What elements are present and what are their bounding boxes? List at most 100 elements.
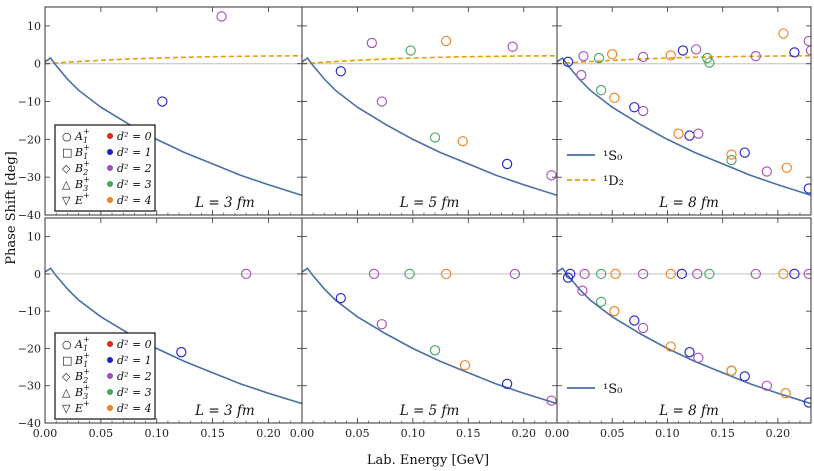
irrep-label: B1+ <box>74 143 90 161</box>
irrep-sup: + <box>83 351 90 360</box>
x-tick-label: 0.15 <box>710 427 735 440</box>
irrep-label: B3+ <box>74 175 90 193</box>
data-point <box>684 130 695 141</box>
x-tick-label: 0.05 <box>600 427 625 440</box>
irrep-label: B2+ <box>74 159 90 177</box>
irrep-symbol: ▽ <box>62 194 71 207</box>
d2-dot <box>107 341 113 347</box>
panel-label: L = 8 fm <box>658 403 719 419</box>
y-tick-label: 10 <box>27 20 41 33</box>
data-point <box>692 268 703 280</box>
curve-1S0 <box>45 57 302 197</box>
legend-box <box>54 332 156 420</box>
y-tick-label: −20 <box>18 133 41 146</box>
data-point <box>739 371 750 382</box>
wave-legend: ¹S₀ ¹D₂ <box>567 149 624 189</box>
d2-dot <box>107 357 113 363</box>
irrep-sup: + <box>83 367 90 376</box>
data-point <box>610 268 621 280</box>
irrep-sub: 1 <box>83 152 88 161</box>
data-point <box>778 268 789 280</box>
data-point <box>596 296 607 308</box>
panel-plot-area <box>45 11 302 197</box>
data-point <box>216 11 227 22</box>
x-tick-label: 0.10 <box>401 427 426 440</box>
legend-box <box>54 124 156 212</box>
data-point <box>789 268 800 280</box>
irrep-symbol: △ <box>62 178 71 191</box>
data-point <box>607 49 618 60</box>
data-point <box>577 285 588 296</box>
y-axis-label: Phase Shift [deg] <box>4 151 19 264</box>
x-axis-label: Lab. Energy [GeV] <box>367 453 489 468</box>
y-tick-label: −30 <box>18 380 41 393</box>
data-point <box>704 268 715 280</box>
irrep-label: B2+ <box>74 367 90 385</box>
irrep-label: B1+ <box>74 351 90 369</box>
data-point <box>376 319 387 330</box>
panels-layer: 100−10−20−30−40L = 3 fm○ A1+ d² = 0□ B1+ d² … <box>18 6 812 440</box>
data-point <box>546 395 557 406</box>
data-point <box>459 360 471 371</box>
data-point <box>578 51 589 62</box>
data-point <box>739 147 750 158</box>
irrep-sub: 1 <box>83 136 88 145</box>
data-point <box>335 292 346 304</box>
data-point <box>629 315 640 326</box>
d2-label: d² = 3 <box>117 178 152 191</box>
data-point <box>629 102 640 113</box>
irrep-symbol: ▽ <box>62 402 71 415</box>
data-point <box>693 352 704 363</box>
data-point <box>750 51 761 62</box>
x-tick-label: 0.20 <box>511 427 536 440</box>
d2-dot <box>107 165 113 171</box>
data-point <box>803 183 811 194</box>
data-point <box>440 35 452 47</box>
data-point <box>761 380 772 391</box>
d2-dot <box>107 389 113 395</box>
irrep-sup: + <box>83 127 90 136</box>
data-point <box>750 268 761 280</box>
wave-legend-label: ¹S₀ <box>603 149 622 164</box>
data-point <box>368 268 380 280</box>
y-tick-label: 0 <box>34 58 41 71</box>
data-point <box>405 45 416 56</box>
d2-dot <box>107 133 113 139</box>
data-point <box>376 96 387 107</box>
x-tick-label: 0.20 <box>766 427 791 440</box>
data-point <box>509 268 521 280</box>
data-point <box>637 105 649 117</box>
data-point <box>677 45 689 56</box>
data-point <box>690 44 702 55</box>
data-point <box>157 96 168 107</box>
data-point <box>803 397 811 408</box>
data-point <box>726 155 737 166</box>
data-point <box>440 268 452 280</box>
irrep-legend: ○ A1+ d² = 0 □ B1+ d² = 1 ◇ B2+ d² = 2 △ B3+ d² = 3… <box>54 124 156 212</box>
x-tick-label: 0.20 <box>256 427 281 440</box>
irrep-sup: + <box>83 335 90 344</box>
data-point <box>507 41 518 52</box>
d2-label: d² = 0 <box>117 130 152 143</box>
y-tick-label: −20 <box>18 342 41 355</box>
irrep-sub: 2 <box>82 376 88 385</box>
curve-1S0 <box>557 57 811 197</box>
d2-label: d² = 1 <box>117 146 152 159</box>
data-point <box>778 28 789 39</box>
data-point <box>565 268 576 280</box>
irrep-sup: + <box>83 175 90 184</box>
data-point <box>501 378 513 390</box>
data-point <box>546 170 557 181</box>
irrep-label: B3+ <box>74 383 90 401</box>
panel-r0-c2: L = 8 fm ¹S₀ ¹D₂ <box>556 6 812 216</box>
irrep-sup: + <box>83 399 90 408</box>
data-point <box>726 149 737 160</box>
panel-r1-c0: 0.00 0.05 0.10 0.15 0.20 10 0 −10 −20 −30 −40 L = 3… <box>18 217 303 440</box>
y-tick-label: −10 <box>18 96 41 109</box>
data-point <box>596 85 607 96</box>
x-tick-label: 0.15 <box>456 427 481 440</box>
irrep-symbol: ○ <box>62 338 72 351</box>
irrep-sub: 1 <box>83 344 88 353</box>
data-point <box>176 347 187 358</box>
